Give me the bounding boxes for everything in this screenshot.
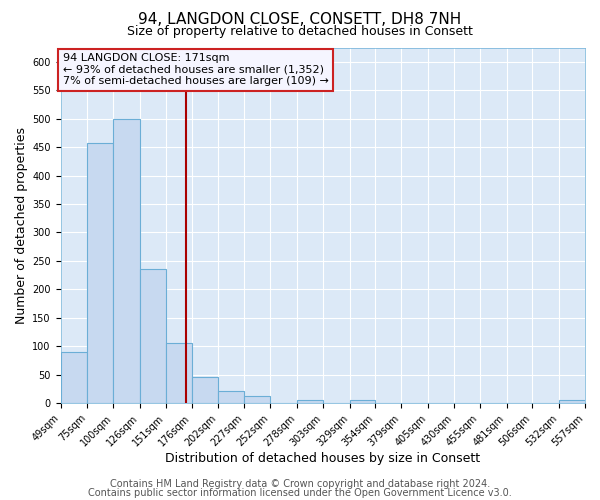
Bar (140, 269, 166, 403)
Bar (166, 344, 191, 403)
X-axis label: Distribution of detached houses by size in Consett: Distribution of detached houses by size … (165, 452, 481, 465)
Text: 94, LANGDON CLOSE, CONSETT, DH8 7NH: 94, LANGDON CLOSE, CONSETT, DH8 7NH (139, 12, 461, 28)
Bar (113, 118, 140, 403)
Y-axis label: Number of detached properties: Number of detached properties (15, 127, 28, 324)
Text: 94 LANGDON CLOSE: 171sqm
← 93% of detached houses are smaller (1,352)
7% of semi: 94 LANGDON CLOSE: 171sqm ← 93% of detach… (62, 53, 328, 86)
Bar (559, 400, 585, 403)
Bar (191, 377, 218, 403)
Bar (297, 400, 323, 403)
Bar (244, 396, 270, 403)
Bar (61, 352, 88, 403)
Bar (88, 142, 113, 403)
Text: Contains HM Land Registry data © Crown copyright and database right 2024.: Contains HM Land Registry data © Crown c… (110, 479, 490, 489)
Bar (218, 391, 244, 403)
Text: Size of property relative to detached houses in Consett: Size of property relative to detached ho… (127, 25, 473, 38)
Text: Contains public sector information licensed under the Open Government Licence v3: Contains public sector information licen… (88, 488, 512, 498)
Bar (350, 400, 376, 403)
